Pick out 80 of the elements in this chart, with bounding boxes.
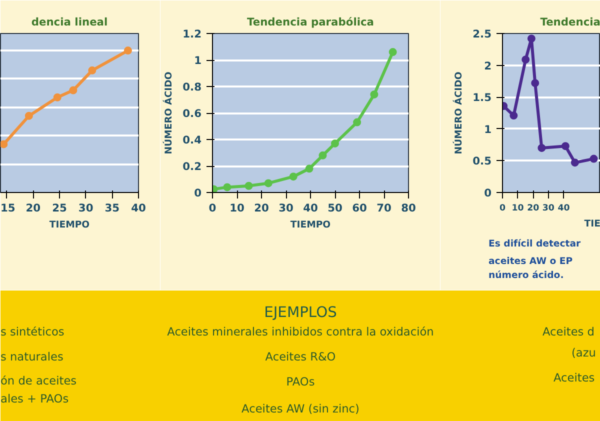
point <box>244 182 253 190</box>
point <box>331 139 339 148</box>
y-tick-label: 2 <box>484 59 492 72</box>
point <box>590 154 598 163</box>
x-tick-label: 0 <box>208 202 216 214</box>
point <box>124 46 132 55</box>
x-axis-title: TIE <box>584 218 600 230</box>
y-axis-title: NÚMERO ÁCIDO <box>452 72 465 154</box>
chart-title: dencia lineal <box>31 16 108 28</box>
point <box>69 86 78 94</box>
x-tick-label: 35 <box>104 202 120 214</box>
point <box>318 151 327 160</box>
text: ales + PAOs <box>0 392 69 406</box>
y-axis-title: NÚMERO ÁCIDO <box>162 72 175 154</box>
point <box>264 179 272 188</box>
point <box>561 142 570 150</box>
x-tick-label: 10 <box>230 202 244 214</box>
point <box>305 164 314 173</box>
text: Aceites d <box>542 324 594 338</box>
text: Aceites <box>554 370 595 384</box>
x-tick-label: 10 <box>512 204 524 214</box>
x-tick-label: 30 <box>78 202 94 214</box>
point <box>289 172 298 181</box>
x-tick-label: 70 <box>376 202 392 214</box>
point <box>370 90 378 98</box>
y-tick-label: 2.5 <box>472 28 492 40</box>
x-tick-label: 20 <box>254 202 269 214</box>
x-tick-label: 0 <box>499 204 506 214</box>
x-tick-label: 20 <box>26 202 41 214</box>
point <box>24 112 33 120</box>
text: aceites AW o EP <box>488 256 573 267</box>
point <box>522 56 530 64</box>
x-tick-label: 30 <box>278 202 294 214</box>
x-tick-label: 20 <box>527 204 540 214</box>
text: s naturales <box>0 350 64 364</box>
y-tick-label: 1.2 <box>182 28 202 40</box>
text: Es difícil detectar <box>488 238 582 250</box>
chart-title: Tendencia parabólica <box>246 16 374 28</box>
point <box>510 112 518 120</box>
point <box>88 66 96 74</box>
text: (azu <box>572 346 596 360</box>
x-tick-label: 40 <box>303 202 318 214</box>
point <box>388 48 397 56</box>
x-tick-label: 15 <box>0 202 16 214</box>
text: Aceites AW (sin zinc) <box>242 402 360 416</box>
chart-title: Tendencia <box>540 16 600 28</box>
text: ón de aceites <box>0 374 77 388</box>
text: EJEMPLOS <box>264 304 337 321</box>
point <box>538 144 546 152</box>
x-axis-title: TIEMPO <box>49 220 90 230</box>
x-tick-label: 60 <box>352 202 367 214</box>
x-tick-label: 30 <box>542 204 554 214</box>
y-tick-label: 0 <box>484 186 492 200</box>
x-tick-label: 40 <box>558 204 570 214</box>
y-tick-label: 1.5 <box>472 91 492 104</box>
x-tick-label: 80 <box>401 202 416 214</box>
y-tick-label: 0.6 <box>182 107 202 120</box>
point <box>353 118 362 126</box>
y-tick-label: 0 <box>194 186 202 200</box>
text: PAOs <box>286 374 315 388</box>
point <box>0 140 8 148</box>
y-tick-label: 0.8 <box>182 80 202 94</box>
y-tick-label: 1 <box>194 54 202 67</box>
text: s sintéticos <box>0 324 64 338</box>
x-tick-label: 50 <box>328 202 342 214</box>
point <box>527 34 536 43</box>
text: Aceites R&O <box>265 350 336 364</box>
text: número ácido. <box>488 270 564 281</box>
x-tick-label: 40 <box>131 202 146 214</box>
point <box>223 183 232 192</box>
x-axis-title: TIEMPO <box>290 220 331 230</box>
text: Aceites minerales inhibidos contra la oxidación <box>167 324 434 338</box>
x-tick-label: 25 <box>52 202 67 214</box>
point <box>531 79 540 88</box>
y-tick-label: 1 <box>484 122 492 136</box>
y-tick-label: 0.5 <box>472 154 492 168</box>
y-tick-label: 0.2 <box>182 160 202 173</box>
y-tick-label: 0.4 <box>182 134 202 146</box>
point <box>53 93 62 102</box>
point <box>570 158 579 167</box>
